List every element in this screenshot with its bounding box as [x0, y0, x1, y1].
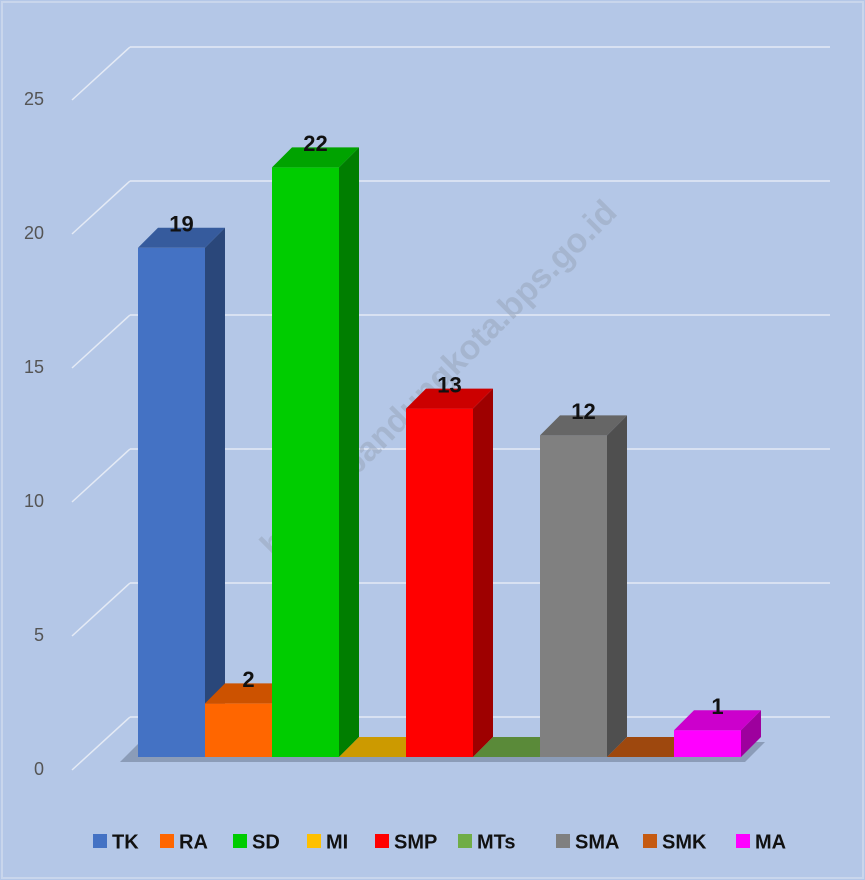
bar-front	[406, 408, 473, 757]
bar	[138, 227, 225, 758]
legend-swatch	[643, 834, 657, 848]
legend-swatch	[160, 834, 174, 848]
legend-swatch	[556, 834, 570, 848]
grid-diagonal	[71, 46, 131, 101]
legend-swatch	[93, 834, 107, 848]
legend-label: SD	[252, 831, 280, 853]
bar	[272, 147, 359, 757]
legend-swatch	[307, 834, 321, 848]
bar-front	[138, 247, 205, 758]
y-tick-label: 20	[24, 223, 44, 243]
bar-front	[272, 167, 339, 757]
bar-front	[674, 730, 741, 757]
legend-swatch	[233, 834, 247, 848]
grid-diagonal	[71, 716, 131, 771]
data-label: 19	[169, 212, 193, 237]
legend-label: SMA	[575, 831, 619, 853]
data-label: 13	[437, 372, 461, 397]
bar-top	[540, 415, 627, 436]
grid-diagonal	[71, 582, 131, 637]
bar	[607, 737, 694, 757]
bar-top	[339, 737, 426, 757]
bar-top	[138, 227, 225, 248]
bar	[473, 737, 560, 757]
bar-side	[741, 710, 761, 757]
bar-front	[540, 435, 607, 757]
bar-top	[473, 737, 560, 757]
bar-top	[406, 388, 493, 409]
legend-label: MTs	[477, 831, 516, 853]
legend-swatch	[736, 834, 750, 848]
bar-front	[205, 703, 272, 757]
bar-top	[674, 710, 761, 731]
legend-label: TK	[112, 831, 139, 853]
legend-label: SMP	[394, 831, 437, 853]
legend-label: MI	[326, 831, 348, 853]
y-tick-label: 15	[24, 357, 44, 377]
grid-diagonal	[71, 448, 131, 503]
bar-top	[272, 147, 359, 168]
data-label: 2	[242, 667, 254, 692]
legend-label: SMK	[662, 831, 707, 853]
y-tick-label: 10	[24, 491, 44, 511]
bar-top	[607, 737, 694, 757]
bar-top	[205, 683, 292, 704]
legend-label: MA	[755, 831, 786, 853]
bar	[406, 388, 493, 757]
data-label: 1	[711, 694, 723, 719]
legend-swatch	[458, 834, 472, 848]
grid-diagonal	[71, 180, 131, 235]
bar-side	[205, 227, 225, 758]
bar	[540, 415, 627, 757]
legend-label: RA	[179, 831, 208, 853]
bar-side	[339, 147, 359, 757]
bar-side	[607, 415, 627, 757]
bar	[339, 737, 426, 757]
bar	[674, 710, 761, 757]
y-tick-label: 25	[24, 89, 44, 109]
grid-diagonal	[71, 314, 131, 369]
data-label: 22	[303, 131, 327, 156]
legend-swatch	[375, 834, 389, 848]
y-tick-label: 5	[34, 625, 44, 645]
data-label: 12	[571, 399, 595, 424]
y-tick-label: 0	[34, 759, 44, 779]
bar-side	[473, 388, 493, 757]
